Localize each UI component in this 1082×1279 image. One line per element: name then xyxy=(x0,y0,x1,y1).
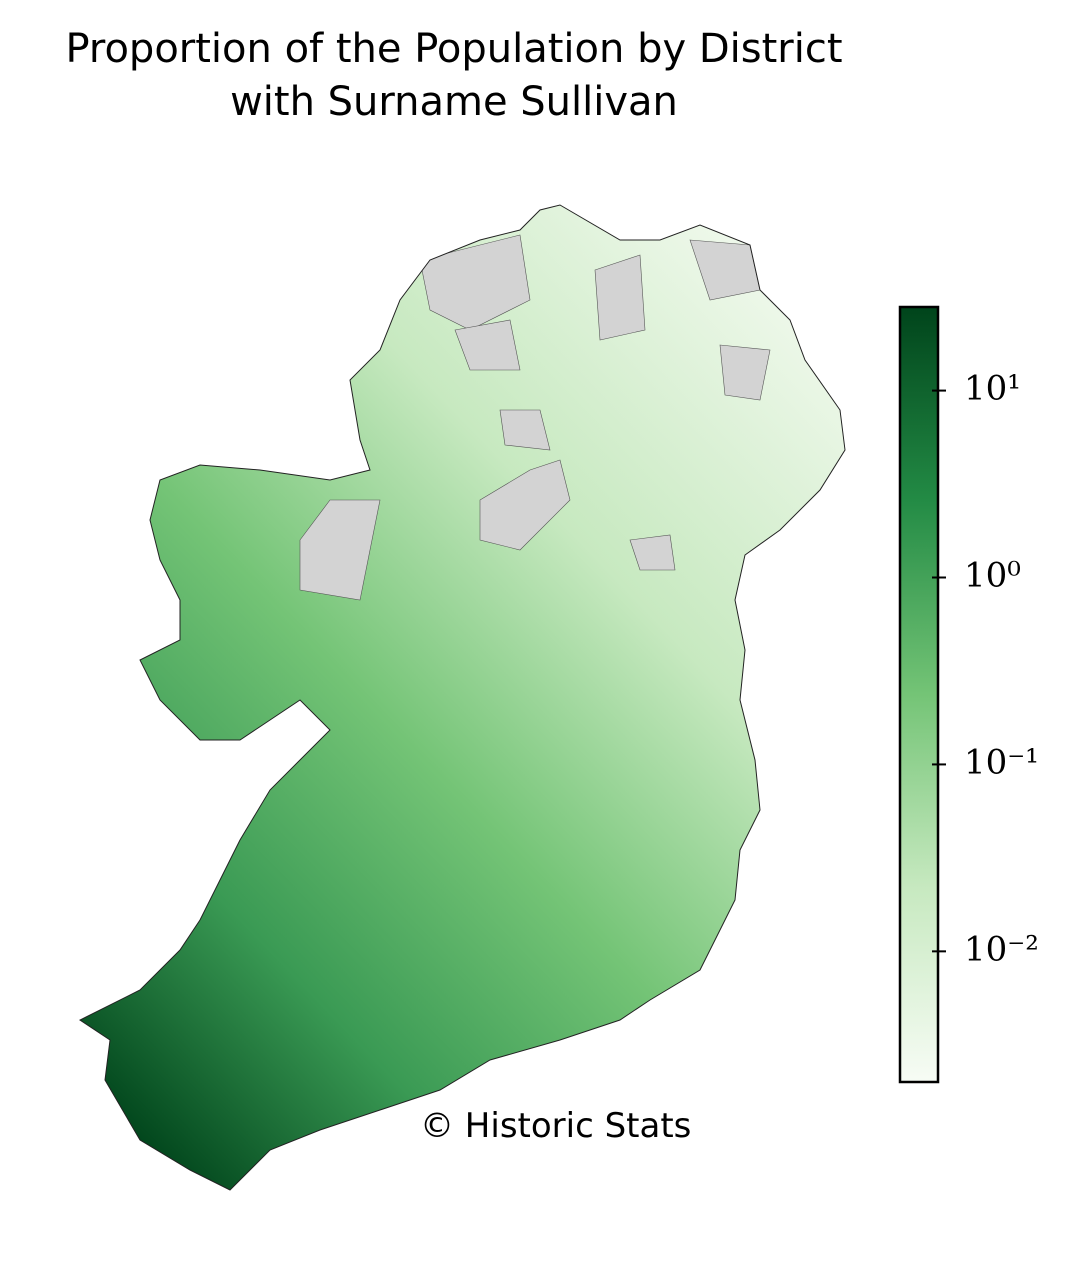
colorbar-tick-label: 10⁻² xyxy=(964,929,1039,969)
no-data-area xyxy=(479,459,571,551)
colorbar-tick-label: 10⁰ xyxy=(964,556,1021,596)
no-data-area xyxy=(499,409,551,451)
no-data-area xyxy=(594,254,646,341)
colorbar-tick-label: 10⁻¹ xyxy=(964,742,1039,782)
no-data-area xyxy=(454,319,521,371)
colorbar xyxy=(898,305,940,1084)
title-line-2: with Surname Sullivan xyxy=(230,79,678,125)
no-data-areas xyxy=(299,234,771,601)
no-data-area xyxy=(719,344,771,401)
title-line-1: Proportion of the Population by District xyxy=(65,26,842,72)
colorbar-tick-label: 10¹ xyxy=(964,369,1021,409)
coastline xyxy=(79,204,846,1191)
no-data-area xyxy=(629,534,676,571)
no-data-area xyxy=(419,234,531,331)
credit: © Historic Stats xyxy=(420,1106,691,1146)
no-data-area xyxy=(299,499,381,601)
